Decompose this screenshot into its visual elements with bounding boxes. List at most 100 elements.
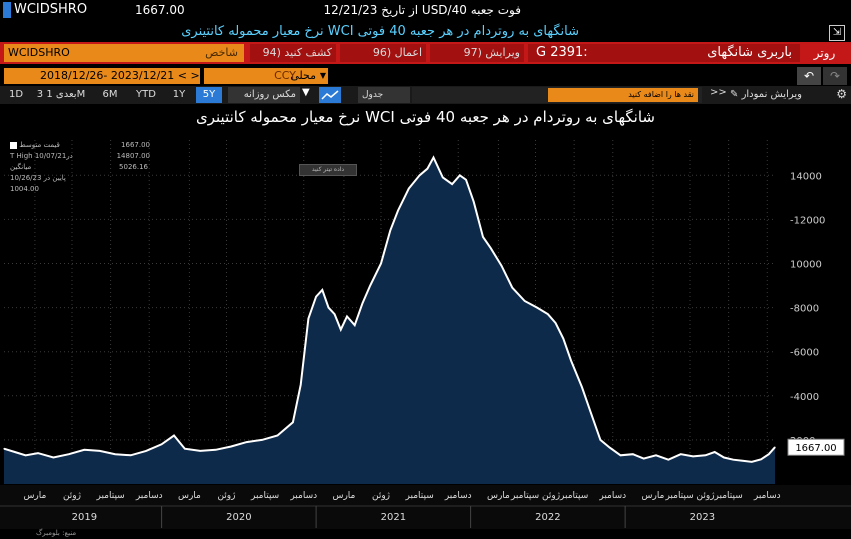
data-point (490, 247, 492, 249)
edit-chart-button[interactable]: ✎ ویرایش نمودار (730, 87, 820, 103)
period-1m[interactable]: 3 بعدی 1M (36, 89, 86, 100)
chart-panel: نرخ معیار محموله کانتینری WCI شانگهای به… (0, 104, 851, 539)
frequency-select[interactable]: مکس روزانه (228, 87, 300, 103)
data-point (500, 265, 503, 267)
actions-menu[interactable]: 96) اعمال (340, 44, 426, 62)
data-point (300, 384, 302, 386)
export-icon[interactable]: ⇲ (829, 25, 845, 41)
discover-button[interactable]: 94) کشف کنید (250, 44, 336, 62)
data-point (230, 445, 232, 448)
x-month-label: دسامبر (753, 491, 781, 501)
data-point (524, 300, 526, 302)
data-point (340, 329, 342, 331)
x-month-label: مارس (23, 491, 46, 501)
x-month-label: ژوئن (63, 491, 81, 501)
date-range-nav[interactable]: < > (177, 69, 200, 82)
data-point (408, 187, 410, 190)
line-chart-icon[interactable] (319, 87, 341, 103)
period-bar: 1D 3 بعدی 1M 6M YTD 1Y 5Y مکس روزانه ▼ ج… (0, 86, 851, 104)
redo-icon[interactable]: ↷ (823, 67, 847, 85)
data-point (334, 313, 336, 315)
period-6m[interactable]: 6M (102, 89, 118, 100)
y-tick-label: -6000 (790, 348, 819, 359)
data-point (307, 318, 309, 320)
annotation-button[interactable]: نقد ها را اضافه کنید (548, 88, 698, 102)
line-chart-glyph (321, 90, 339, 100)
x-month-label: ژوئن سپتامبر (510, 491, 560, 501)
data-point (130, 454, 132, 456)
period-5y[interactable]: 5Y (196, 87, 222, 103)
data-point (555, 322, 557, 324)
ticker-symbol[interactable]: WCIDSHRO (14, 2, 88, 17)
chart-svg[interactable]: 14000-1200010000-8000-6000-400020001667.… (0, 104, 851, 539)
legend-high-label: T High در10/07/21 (10, 152, 73, 160)
last-value-label: 1667.00 (795, 443, 836, 454)
index-field[interactable]: G 2391: باربری شانگهای (528, 44, 800, 62)
data-point (590, 412, 592, 414)
legend-row-last: قیمت متوسط 1667.00 (10, 140, 150, 151)
chevron-down-icon: ▼ (319, 71, 326, 80)
data-point (547, 313, 549, 315)
data-point (83, 449, 85, 451)
data-point (714, 451, 716, 453)
source-note: منبع: بلومبرگ (36, 529, 77, 537)
table-button[interactable]: جدول (358, 87, 410, 103)
ticker-input[interactable]: WCIDSHRO شاخص (4, 44, 244, 62)
legend-row-low: پایین در 10/26/23 (10, 173, 150, 184)
subtitle-bar: نرخ معیار محموله کانتینری WCI شانگهای به… (0, 22, 851, 44)
data-point (52, 456, 55, 459)
data-point (742, 460, 744, 462)
data-point (768, 453, 770, 455)
data-point (609, 447, 611, 449)
x-month-label: مارس (641, 491, 664, 501)
edit-menu[interactable]: 97) ویرایش (430, 44, 524, 62)
data-point (451, 183, 453, 185)
expand-chevrons[interactable]: >> (710, 87, 727, 98)
undo-icon[interactable]: ↶ (797, 67, 821, 85)
data-point (354, 324, 356, 326)
x-month-label: سپتامبر (714, 491, 743, 501)
legend-low-value: 1004.00 (10, 185, 39, 193)
data-point (114, 453, 116, 455)
currency-select[interactable]: CCY محلی ▼ (204, 68, 328, 84)
data-point (315, 296, 317, 298)
date-range-field[interactable]: 2018/12/26- 2023/12/21 < > (4, 68, 200, 84)
data-point (723, 456, 725, 459)
data-point (14, 451, 16, 453)
legend-row-low-value: 1004.00 (10, 184, 150, 195)
x-month-label: دسامبر (135, 491, 163, 501)
x-month-label: سپتامبر (250, 491, 279, 501)
x-month-label: ژوئن (372, 491, 390, 501)
price-date-line: از تاریخ 12/21/23 USD/40 فوت جعبه (323, 3, 521, 17)
data-point (667, 459, 670, 461)
go-button[interactable]: روتر (813, 46, 836, 60)
x-year-label: 2020 (226, 512, 251, 523)
x-year-label: 2021 (381, 512, 406, 523)
series-line (3, 155, 776, 463)
data-point (361, 302, 364, 304)
data-point (482, 236, 484, 238)
data-point (173, 434, 175, 437)
gear-icon[interactable]: ⚙ (836, 87, 847, 101)
chart-tooltip[interactable]: داده تیتر کنید (299, 164, 357, 176)
x-month-label: سپتامبر (559, 491, 588, 501)
ticker-marker (3, 2, 11, 18)
data-point (292, 421, 294, 423)
last-price: 1667.00 (135, 3, 185, 17)
data-point (599, 439, 602, 441)
chevron-down-icon[interactable]: ▼ (302, 87, 310, 98)
legend-avg-value: 5026.16 (119, 163, 148, 171)
period-1d[interactable]: 1D (8, 89, 24, 100)
data-point (99, 450, 101, 452)
x-month-label: دسامبر (289, 491, 317, 501)
data-point (369, 284, 371, 287)
data-point (632, 453, 634, 455)
period-ytd[interactable]: YTD (136, 89, 156, 100)
ticker-input-value: WCIDSHRO (8, 46, 70, 59)
data-point (655, 454, 657, 456)
data-point (261, 439, 263, 441)
x-year-label: 2022 (535, 512, 560, 523)
period-1y[interactable]: 1Y (172, 89, 186, 100)
x-month-label: سپتامبر (96, 491, 125, 501)
x-month-label: دسامبر (444, 491, 472, 501)
